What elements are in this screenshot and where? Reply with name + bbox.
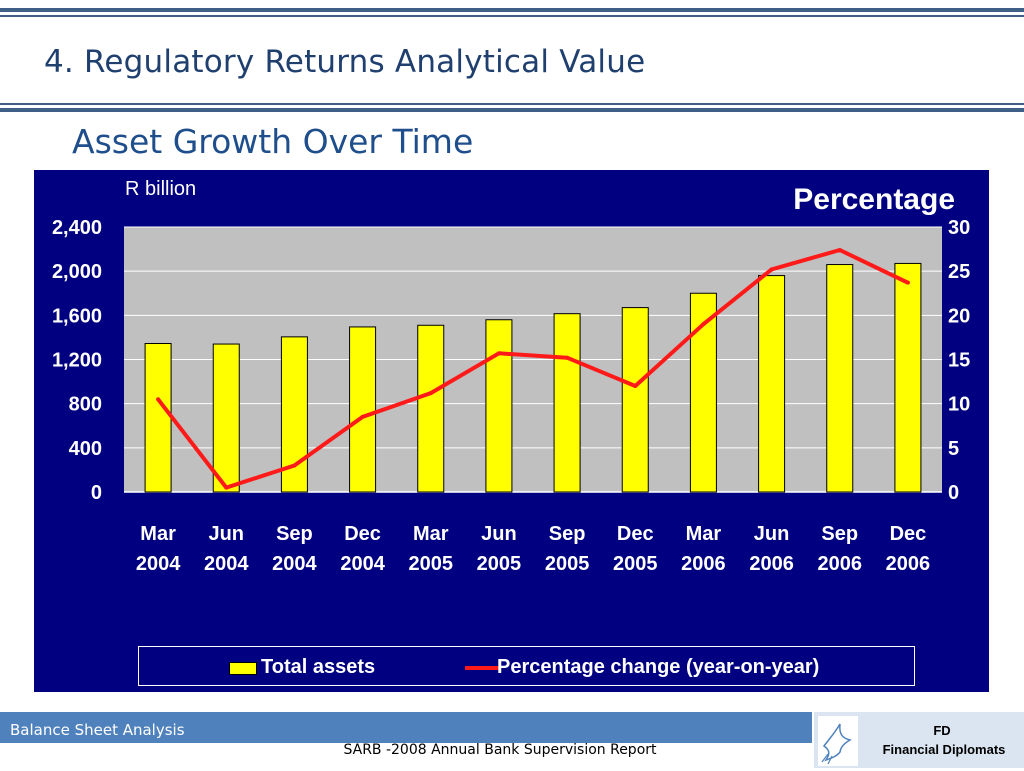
x-axis-tick-label: 2006 bbox=[749, 553, 794, 575]
bar-total-assets bbox=[212, 343, 240, 493]
x-axis-tick-label: Mar bbox=[413, 523, 449, 545]
right-axis-tick-label: 15 bbox=[948, 350, 970, 372]
bar-total-assets bbox=[894, 262, 922, 493]
point-percentage-change bbox=[292, 463, 297, 468]
bar-total-assets bbox=[621, 307, 649, 493]
x-axis-tick-label: 2005 bbox=[409, 553, 454, 575]
line-series bbox=[156, 247, 910, 490]
x-axis-tick-label: Sep bbox=[549, 523, 586, 545]
legend-label-percentage-change: Percentage change (year-on-year) bbox=[497, 656, 820, 678]
header-rule-top-thick bbox=[0, 8, 1024, 12]
left-axis-tick-label: 2,000 bbox=[52, 261, 102, 283]
point-percentage-change bbox=[496, 351, 501, 356]
left-axis-tick-label: 1,600 bbox=[52, 305, 102, 327]
axis-labels: 0 400 800 1,200 1,600 2,000 2,400 0 5 10 15 20 25 30 M… bbox=[52, 217, 970, 575]
grid-lines bbox=[124, 226, 942, 493]
chart-svg: 0 400 800 1,200 1,600 2,000 2,400 0 5 10 15 20 25 30 M… bbox=[52, 178, 970, 575]
footer-section-title: Balance Sheet Analysis bbox=[10, 721, 185, 739]
x-axis-tick-label: Sep bbox=[276, 523, 313, 545]
x-axis-tick-label: Sep bbox=[821, 523, 858, 545]
logo-name: Financial Diplomats bbox=[882, 742, 1006, 757]
x-axis-tick-label: Dec bbox=[344, 523, 381, 545]
x-axis-tick-label: 2006 bbox=[818, 553, 863, 575]
right-axis-tick-label: 30 bbox=[948, 217, 970, 239]
point-percentage-change bbox=[565, 355, 570, 360]
x-axis-tick-label: 2004 bbox=[340, 553, 385, 575]
header-rule-top-thin bbox=[0, 15, 1024, 17]
logo-abbreviation: FD bbox=[933, 723, 951, 738]
point-percentage-change bbox=[701, 322, 706, 327]
legend: Total assets Percentage change (year-on-… bbox=[138, 646, 915, 686]
left-axis-tick-label: 800 bbox=[69, 394, 102, 416]
chart-panel: 0 400 800 1,200 1,600 2,000 2,400 0 5 10 15 20 25 30 M… bbox=[34, 170, 989, 692]
header-rule-bottom-thin bbox=[0, 103, 1024, 105]
x-axis-tick-label: Mar bbox=[140, 523, 176, 545]
footer-bar bbox=[0, 712, 812, 743]
x-axis-tick-label: Jun bbox=[481, 523, 517, 545]
point-percentage-change bbox=[224, 485, 229, 490]
dove-icon bbox=[818, 716, 858, 766]
point-percentage-change bbox=[633, 384, 638, 388]
left-axis-tick-label: 0 bbox=[91, 482, 102, 504]
bar-total-assets bbox=[826, 264, 854, 493]
x-axis-tick-label: 2004 bbox=[204, 553, 249, 575]
legend-label-total-assets: Total assets bbox=[261, 656, 376, 678]
legend-swatch-percentage-change bbox=[465, 666, 499, 670]
bar-total-assets bbox=[758, 275, 786, 493]
point-percentage-change bbox=[428, 391, 433, 396]
x-axis-tick-label: Dec bbox=[890, 523, 927, 545]
slide-title: 4. Regulatory Returns Analytical Value bbox=[44, 44, 646, 80]
x-axis-tick-label: 2005 bbox=[613, 553, 658, 575]
right-axis-tick-label: 20 bbox=[948, 305, 970, 327]
bar-total-assets bbox=[485, 319, 513, 493]
left-axis-tick-label: 1,200 bbox=[52, 350, 102, 372]
point-percentage-change bbox=[905, 280, 910, 285]
x-axis-tick-label: Jun bbox=[208, 523, 244, 545]
bar-total-assets bbox=[417, 324, 445, 493]
x-axis-tick-label: 2005 bbox=[545, 553, 590, 575]
left-axis-tick-label: 400 bbox=[69, 438, 102, 460]
point-percentage-change bbox=[769, 267, 774, 272]
x-axis-tick-label: Jun bbox=[754, 523, 790, 545]
x-axis-tick-label: 2006 bbox=[886, 553, 931, 575]
x-axis-tick-label: 2004 bbox=[272, 553, 317, 575]
right-axis-title: Percentage bbox=[793, 183, 955, 216]
point-percentage-change bbox=[360, 414, 365, 419]
right-axis-tick-label: 0 bbox=[948, 482, 959, 504]
x-axis-tick-label: 2006 bbox=[681, 553, 726, 575]
chart-heading: Asset Growth Over Time bbox=[72, 122, 474, 161]
legend-swatch-total-assets bbox=[229, 662, 257, 675]
right-axis-tick-label: 5 bbox=[948, 438, 959, 460]
x-axis-tick-label: Mar bbox=[686, 523, 722, 545]
right-axis-tick-label: 10 bbox=[948, 394, 970, 416]
left-axis-tick-label: 2,400 bbox=[52, 217, 102, 239]
header-rule-bottom-thick bbox=[0, 108, 1024, 112]
bar-total-assets bbox=[349, 326, 377, 493]
point-percentage-change bbox=[837, 247, 842, 252]
right-axis-tick-label: 25 bbox=[948, 261, 970, 283]
x-axis-tick-label: 2005 bbox=[477, 553, 521, 575]
left-axis-unit: R billion bbox=[125, 178, 196, 200]
x-axis-tick-label: Dec bbox=[617, 523, 654, 545]
footer-source: SARB -2008 Annual Bank Supervision Repor… bbox=[343, 742, 657, 758]
bar-total-assets bbox=[144, 342, 172, 493]
bar-series bbox=[144, 262, 922, 493]
point-percentage-change bbox=[156, 397, 161, 402]
bar-total-assets bbox=[553, 313, 581, 493]
line-percentage-change bbox=[156, 248, 909, 490]
x-axis-tick-label: 2004 bbox=[136, 553, 181, 575]
